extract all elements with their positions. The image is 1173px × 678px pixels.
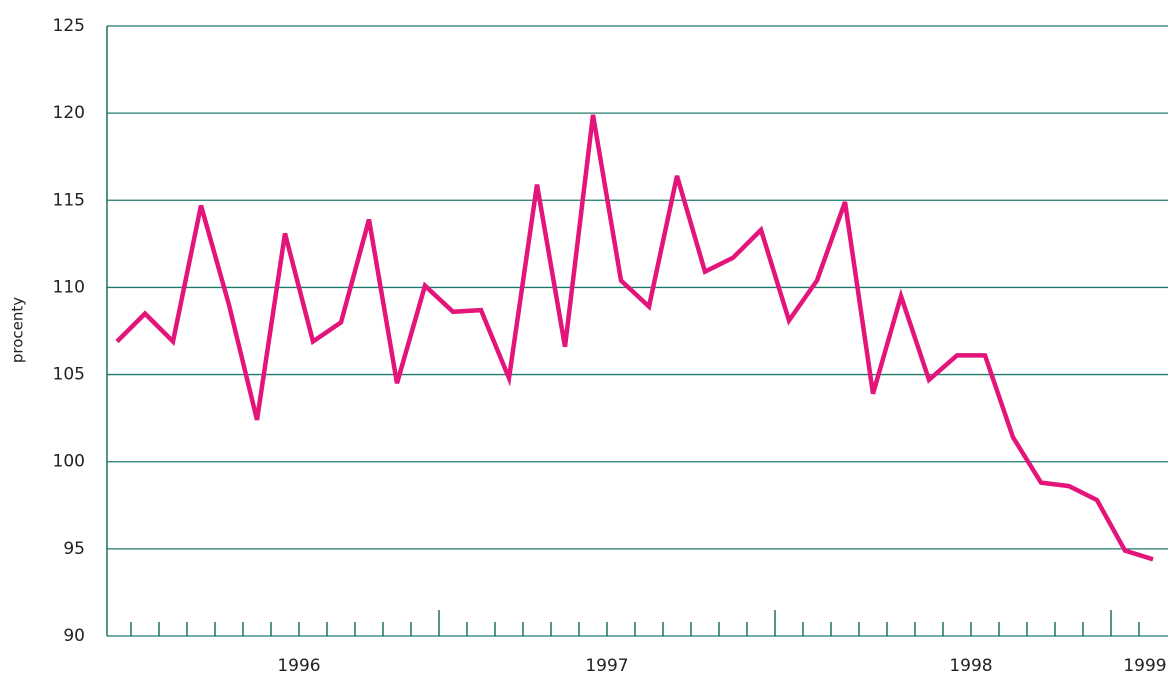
- y-tick-label: 100: [53, 452, 85, 472]
- data-line: [115, 114, 1154, 562]
- x-tick-label: 1997: [585, 656, 628, 676]
- y-tick-label: 105: [53, 365, 85, 385]
- x-tick-label: 1999: [1123, 656, 1166, 676]
- x-tick-label: 1998: [949, 656, 992, 676]
- y-tick-label: 110: [53, 277, 85, 297]
- y-tick-label: 115: [53, 190, 85, 210]
- y-tick-label: 95: [63, 539, 85, 559]
- y-axis-label: procenty: [9, 297, 27, 363]
- x-tick-label: 1996: [277, 656, 320, 676]
- y-tick-label: 90: [63, 626, 85, 646]
- y-tick-label: 120: [53, 103, 85, 123]
- y-tick-label: 125: [53, 16, 85, 36]
